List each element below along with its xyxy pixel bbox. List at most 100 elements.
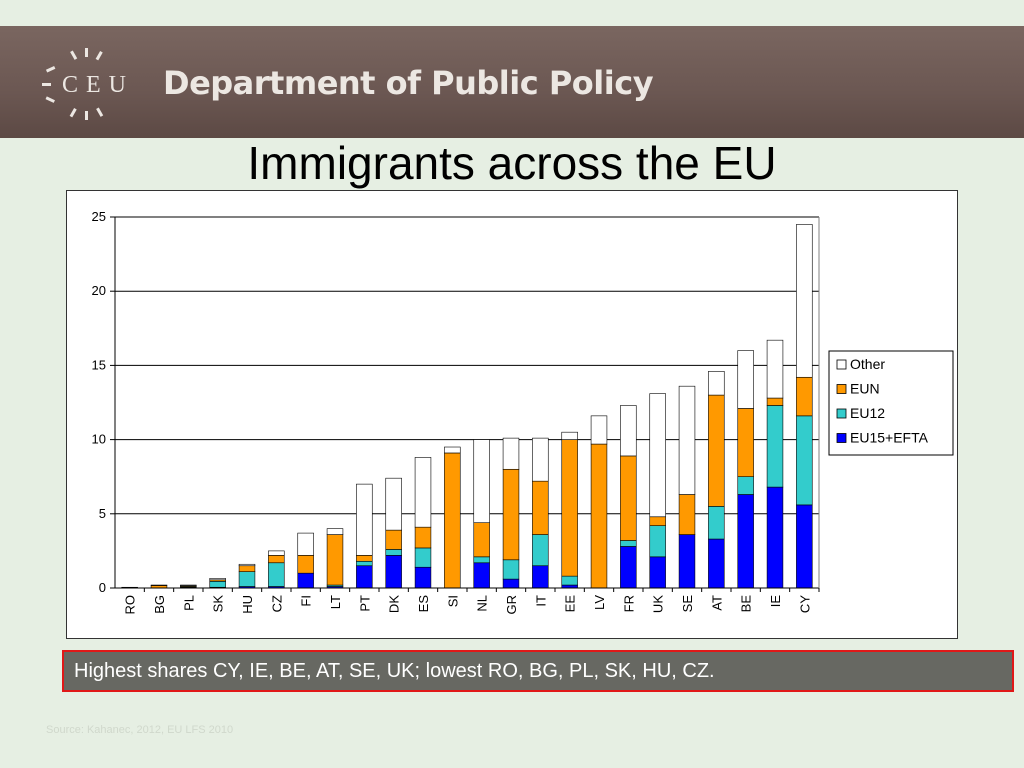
department-title: Department of Public Policy (163, 64, 654, 102)
bar-segment-sk-other (209, 578, 226, 581)
legend-swatch (836, 359, 847, 370)
x-tick-label-fi: FI (299, 595, 314, 607)
legend-swatch (836, 384, 847, 394)
logo-star-ring (42, 48, 104, 120)
x-tick-label-si: SI (445, 595, 460, 607)
bar-segment-hu-other (238, 563, 256, 567)
bar-segment-it-eu12 (532, 534, 549, 567)
bar-segment-be-eun (737, 408, 754, 478)
bar-segment-lv-eun (590, 443, 608, 589)
bar-segment-si-other (444, 446, 461, 454)
bar-segment-gr-other (502, 437, 520, 470)
bar-segment-fr-eu15-efta (620, 546, 637, 589)
bar-segment-dk-other (385, 477, 402, 531)
bar-segment-dk-eu12 (385, 549, 402, 556)
axes: 0 5 10 15 20 25 RO BG PL SK HU CZ FI LT PT DK ES SI NL GR IT… (92, 209, 820, 615)
bar-segment-sk-eu12 (209, 581, 226, 588)
x-tick-label-ee: EE (563, 595, 578, 613)
bar-segment-se-eun (678, 494, 696, 535)
x-tick-label-ie: IE (768, 595, 783, 608)
bar-segment-pt-eu12 (356, 560, 373, 567)
bar-segment-at-eu15-efta (708, 538, 725, 589)
bar-segment-es-eu15-efta (414, 566, 432, 589)
bar-segment-hu-eu12 (238, 571, 256, 587)
summary-callout: Highest shares CY, IE, BE, AT, SE, UK; l… (62, 650, 1014, 692)
bar-segment-gr-eu12 (502, 559, 520, 580)
bar-segment-pt-eu15-efta (356, 565, 373, 589)
bar-segment-nl-other (473, 439, 490, 524)
header-banner: CEU Department of Public Policy (0, 26, 1024, 138)
x-tick-label-fr: FR (621, 595, 636, 612)
source-note: Source: Kahanec, 2012, EU LFS 2010 (46, 724, 234, 736)
bar-segment-cy-eu12 (796, 415, 813, 506)
bar-segment-fr-eu12 (620, 540, 637, 547)
bar-segment-it-eu15-efta (532, 565, 549, 589)
legend-label: EUN (850, 381, 880, 397)
bar-segment-ee-eun (561, 439, 578, 577)
chart-frame: 0 5 10 15 20 25 RO BG PL SK HU CZ FI LT PT DK ES SI NL GR IT… (66, 190, 958, 639)
x-tick-label-it: IT (533, 595, 548, 607)
bar-segment-at-eun (708, 394, 725, 507)
x-tick-label-gr: GR (504, 595, 519, 615)
x-tick-label-pt: PT (357, 595, 372, 612)
bar-segment-it-other (532, 437, 549, 482)
y-tick-label: 25 (92, 209, 106, 224)
bar-segment-ie-eun (766, 397, 784, 406)
bar-segment-pl-other (180, 584, 197, 587)
bar-segment-be-eu12 (737, 476, 754, 495)
logo-text: CEU (62, 72, 134, 98)
legend-label: Other (850, 356, 885, 372)
y-tick-label: 10 (92, 432, 106, 447)
bar-segment-it-eun (532, 480, 549, 535)
x-tick-label-lt: LT (328, 595, 343, 609)
bar-segment-gr-eun (502, 468, 520, 561)
bar-segment-se-other (678, 385, 696, 495)
bar-segment-nl-eun (473, 522, 490, 558)
bars (121, 224, 813, 589)
y-tick-label: 15 (92, 357, 106, 372)
bar-segment-cy-eun (796, 376, 813, 417)
bar-segment-cz-eun (268, 555, 285, 564)
x-tick-label-hu: HU (240, 595, 255, 614)
bar-segment-fi-eun (297, 555, 314, 574)
bar-segment-si-eun (444, 452, 461, 589)
bar-segment-ie-eu12 (766, 405, 784, 488)
legend-swatch (836, 408, 847, 419)
bar-segment-uk-eun (649, 516, 666, 526)
bar-segment-be-eu15-efta (737, 494, 754, 589)
bar-segment-pt-other (356, 483, 373, 556)
x-tick-label-se: SE (680, 595, 695, 613)
bar-segment-es-eun (414, 526, 432, 549)
y-tick-label: 0 (99, 580, 106, 595)
bar-segment-dk-eu15-efta (385, 555, 402, 589)
bar-segment-uk-eu15-efta (649, 556, 666, 589)
bar-segment-gr-eu15-efta (502, 578, 520, 589)
x-tick-label-sk: SK (211, 595, 226, 613)
legend-box (828, 350, 954, 456)
bar-segment-lv-other (590, 415, 608, 445)
legend: Other EUN EU12 EU15+EFTA (828, 350, 954, 456)
ceu-logo: CEU (42, 48, 134, 120)
bar-segment-cy-eu15-efta (796, 504, 813, 589)
bar-segment-cz-other (268, 550, 285, 556)
grid-lines (115, 216, 819, 515)
x-tick-label-dk: DK (387, 595, 402, 613)
bar-segment-be-other (737, 350, 754, 409)
x-tick-label-lv: LV (592, 595, 607, 610)
legend-label: EU12 (850, 405, 885, 421)
bar-segment-uk-other (649, 393, 666, 518)
x-tick-label-ro: RO (123, 595, 138, 615)
x-tick-label-pl: PL (181, 595, 196, 611)
slide-title: Immigrants across the EU (247, 137, 777, 189)
x-tick-label-be: BE (739, 595, 754, 613)
x-tick-label-bg: BG (152, 595, 167, 614)
bar-segment-lt-other (326, 528, 344, 535)
bar-segment-hu-eun (238, 565, 256, 572)
y-tick-label: 20 (92, 283, 106, 298)
bar-segment-dk-eun (385, 529, 402, 550)
bar-segment-ie-other (766, 339, 784, 399)
legend-swatch (836, 433, 847, 443)
bar-segment-fr-other (620, 405, 637, 457)
bar-segment-cz-eu12 (268, 562, 285, 587)
bar-segment-es-other (414, 457, 432, 528)
